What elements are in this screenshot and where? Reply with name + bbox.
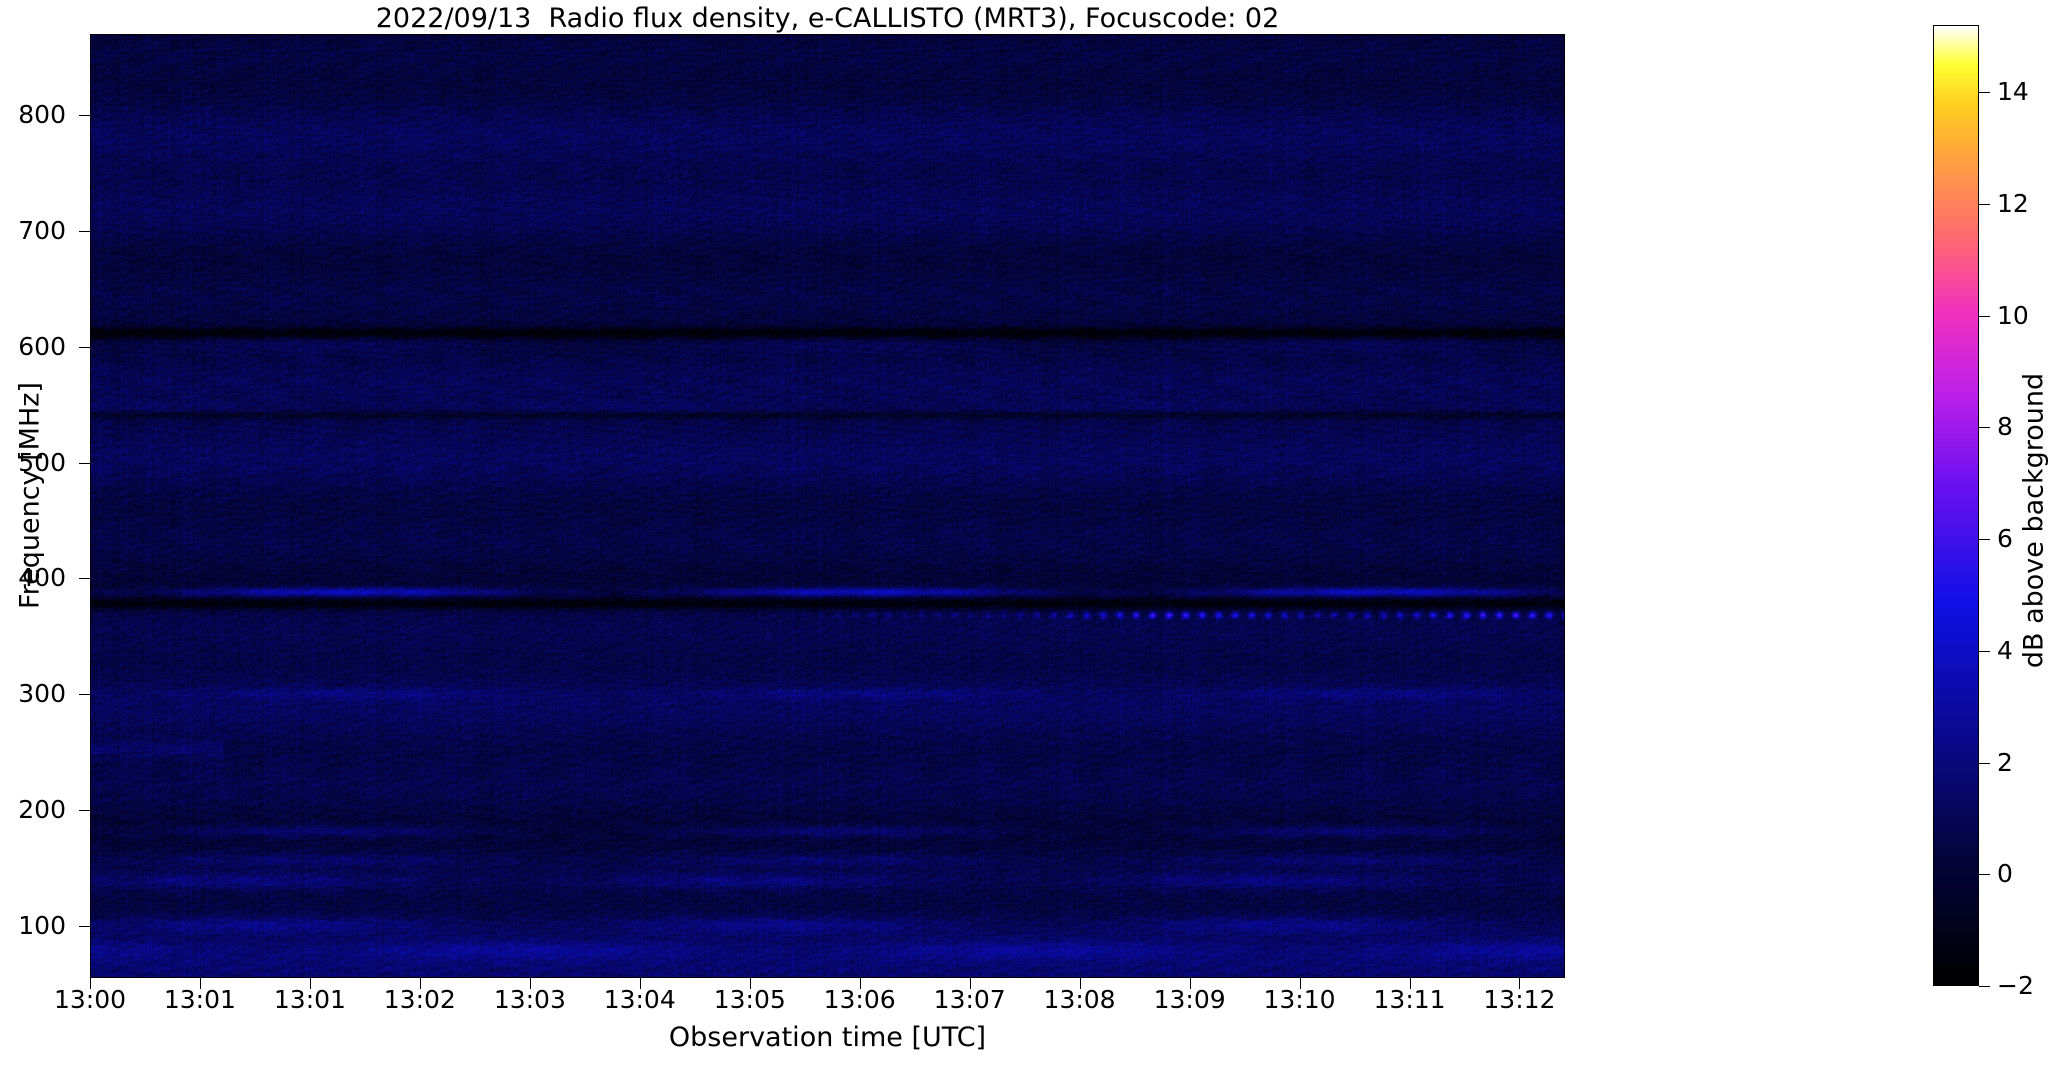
x-tick-mark [749,978,751,989]
y-tick-label: 200 [18,795,66,825]
x-tick-label: 13:01 [163,985,236,1014]
x-tick-label: 13:11 [1373,985,1446,1014]
colorbar-tick-label: 14 [1997,77,2029,107]
x-tick-mark [1299,978,1301,989]
x-tick-label: 13:06 [823,985,896,1014]
y-tick-label: 500 [18,447,66,477]
colorbar-tick-label: 4 [1997,635,2013,665]
x-tick-mark [529,978,531,989]
y-tick-label: 800 [18,100,66,130]
x-tick-label: 13:00 [53,985,127,1014]
y-tick-label: 300 [18,679,66,709]
colorbar-tick-label: 10 [1997,300,2029,330]
colorbar-tick-mark [1979,203,1990,205]
y-tick-mark [79,115,90,117]
y-tick-mark [79,346,90,348]
spectrogram-plot [90,34,1565,978]
colorbar-label: dB above background [2018,372,2050,669]
colorbar-tick-label: 8 [1997,412,2013,442]
x-tick-mark [1189,978,1191,989]
x-tick-label: 13:07 [933,985,1006,1014]
colorbar-tick-mark [1979,92,1990,94]
colorbar-tick-mark [1979,427,1990,429]
x-tick-mark [639,978,641,989]
y-tick-mark [79,230,90,232]
x-tick-mark [309,978,311,989]
x-tick-label: 13:09 [1153,985,1226,1014]
x-axis-label: Observation time [UTC] [668,1022,987,1053]
x-tick-label: 13:03 [493,985,566,1014]
x-tick-label: 13:10 [1263,985,1336,1014]
colorbar-tick-label: 12 [1997,188,2029,218]
x-tick-label: 13:12 [1483,985,1556,1014]
x-tick-label: 13:05 [713,985,786,1014]
y-tick-mark [79,578,90,580]
y-tick-label: 100 [18,910,66,940]
colorbar-tick-mark [1979,539,1990,541]
colorbar-tick-mark [1979,874,1990,876]
x-tick-mark [1409,978,1411,989]
colorbar-tick-label: −2 [1997,971,2034,1000]
y-tick-mark [79,462,90,464]
x-tick-label: 13:04 [603,985,676,1014]
x-tick-mark [199,978,201,989]
x-tick-mark [859,978,861,989]
colorbar-tick-label: 0 [1997,859,2013,889]
y-tick-mark [79,925,90,927]
colorbar-tick-mark [1979,762,1990,764]
x-tick-label: 13:08 [1043,985,1116,1014]
colorbar [1933,25,1979,986]
x-tick-mark [1519,978,1521,989]
x-tick-label: 13:01 [273,985,346,1014]
colorbar-tick-mark [1979,986,1990,987]
y-tick-mark [79,694,90,696]
colorbar-tick-mark [1979,315,1990,317]
colorbar-tick-label: 2 [1997,747,2013,777]
x-tick-label: 13:02 [383,985,456,1014]
y-tick-label: 700 [18,215,66,245]
y-tick-label: 400 [18,563,66,593]
x-tick-mark [90,978,91,989]
colorbar-tick-label: 6 [1997,524,2013,554]
x-tick-mark [969,978,971,989]
x-tick-mark [419,978,421,989]
x-tick-mark [1079,978,1081,989]
colorbar-tick-mark [1979,650,1990,652]
y-tick-mark [79,810,90,812]
figure-title: 2022/09/13 Radio flux density, e-CALLIST… [375,3,1280,34]
y-tick-label: 600 [18,331,66,361]
